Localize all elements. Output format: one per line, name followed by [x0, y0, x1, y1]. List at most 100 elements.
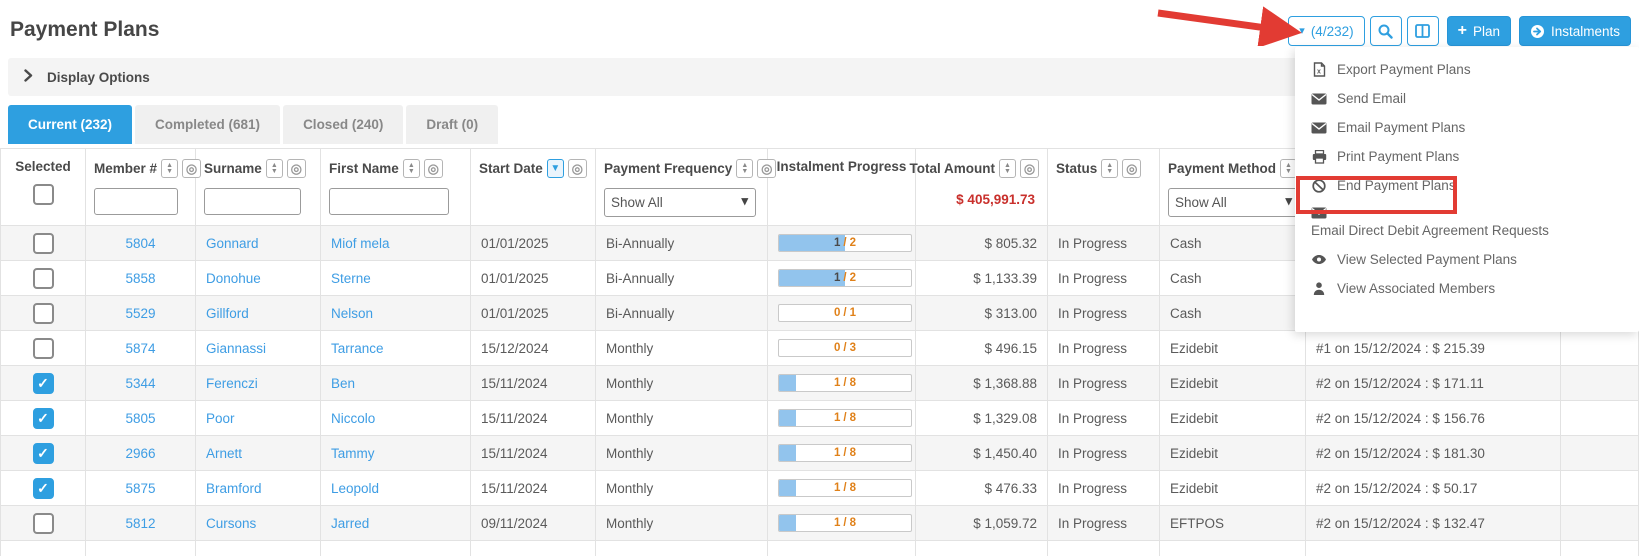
payment-frequency-cell: Bi-Annually — [595, 295, 768, 331]
menu-item-send-email[interactable]: Send Email — [1295, 84, 1639, 113]
filter-options-icon[interactable]: ◎ — [757, 159, 777, 178]
row-checkbox[interactable] — [32, 302, 54, 324]
select-all-checkbox[interactable] — [32, 184, 54, 205]
chevron-right-icon — [24, 69, 33, 85]
first-name-link[interactable]: Ben — [331, 375, 356, 391]
menu-item-label: View Associated Members — [1337, 281, 1496, 296]
member-link[interactable]: 5804 — [125, 235, 156, 251]
row-checkbox[interactable] — [32, 372, 54, 394]
progress-label: 0/1 — [833, 307, 856, 319]
first-name-link[interactable]: Sterne — [331, 270, 371, 286]
tab-closed-240[interactable]: Closed (240) — [283, 105, 404, 144]
tab-current-232[interactable]: Current (232) — [8, 105, 133, 144]
table-cell — [1560, 540, 1639, 556]
columns-button[interactable] — [1406, 16, 1439, 46]
first-name-link[interactable]: Nelson — [331, 305, 374, 321]
row-checkbox[interactable] — [32, 267, 54, 289]
first-name-link[interactable]: Leopold — [331, 480, 380, 496]
sort-icon[interactable]: ▲ ▼ — [999, 159, 1016, 178]
sort-icon[interactable]: ▲ ▼ — [402, 159, 420, 178]
progress-bar-fill — [779, 410, 796, 426]
progress-bar: 1/8 — [778, 444, 912, 462]
sort-descending-icon[interactable]: ▼ — [546, 159, 564, 178]
surname-link[interactable]: Donohue — [206, 270, 261, 286]
surname-filter-input[interactable] — [204, 188, 302, 215]
payment-frequency-cell: Bi-Annually — [595, 225, 768, 261]
menu-item-print-payment-plans[interactable]: Print Payment Plans — [1295, 142, 1639, 171]
menu-item-email-payment-plans[interactable]: Email Payment Plans — [1295, 113, 1639, 142]
instalment-progress-cell: 1/8 — [767, 400, 916, 436]
payment-plans-table: Selected Member # ▲ ▼ ◎ Surname ▲ ▼ ◎ — [0, 148, 1639, 556]
filter-options-icon[interactable]: ◎ — [567, 159, 587, 178]
member-link[interactable]: 5805 — [125, 410, 156, 426]
instalments-button[interactable]: Instalments — [1518, 16, 1631, 46]
tab-draft-0[interactable]: Draft (0) — [406, 105, 499, 144]
payment-method-filter-select[interactable]: Show All — [1168, 188, 1300, 217]
surname-link[interactable]: Bramford — [206, 480, 262, 496]
row-checkbox[interactable] — [32, 512, 54, 534]
member-link[interactable]: 5344 — [125, 375, 156, 391]
surname-link[interactable]: Ferenczi — [206, 375, 258, 391]
svg-text:x: x — [1317, 69, 1321, 76]
filter-options-icon[interactable]: ◎ — [423, 159, 443, 178]
status-cell: In Progress — [1047, 330, 1160, 366]
first-name-link[interactable]: Tammy — [331, 445, 375, 461]
sort-icon[interactable]: ▲ ▼ — [1101, 159, 1119, 178]
surname-link[interactable]: Gonnard — [206, 235, 259, 251]
first-name-link[interactable]: Tarrance — [331, 340, 384, 356]
progress-bar-fill — [779, 375, 796, 391]
first-name-link-cell: Leopold — [320, 470, 471, 506]
first-name-filter-input[interactable] — [329, 188, 449, 215]
payment-method-cell: Ezidebit — [1159, 435, 1306, 471]
progress-bar-fill — [779, 270, 845, 286]
row-checkbox[interactable] — [32, 337, 54, 359]
menu-item-label: End Payment Plans — [1337, 178, 1456, 193]
filter-options-icon[interactable]: ◎ — [1122, 159, 1142, 178]
first-name-link[interactable]: Jarred — [331, 515, 370, 531]
row-checkbox[interactable] — [32, 232, 54, 254]
progress-bar: 0/1 — [778, 304, 912, 322]
menu-item-export-payment-plans[interactable]: x Export Payment Plans — [1295, 55, 1639, 84]
menu-item-end-payment-plans[interactable]: End Payment Plans — [1295, 171, 1639, 200]
add-plan-button[interactable]: + Plan — [1446, 16, 1511, 46]
file-excel-icon: x — [1311, 62, 1327, 77]
progress-label: 1/8 — [833, 482, 856, 494]
member-link[interactable]: 5529 — [125, 305, 156, 321]
sort-icon[interactable]: ▲ ▼ — [736, 159, 754, 178]
surname-link[interactable]: Poor — [206, 410, 235, 426]
first-name-link[interactable]: Niccolo — [331, 410, 376, 426]
surname-link[interactable]: Gillford — [206, 305, 249, 321]
sort-icon[interactable]: ▲ ▼ — [265, 159, 283, 178]
surname-link[interactable]: Cursons — [206, 515, 257, 531]
filter-options-icon[interactable]: ◎ — [182, 159, 202, 178]
total-amount-cell: $ 476.33 — [915, 470, 1048, 506]
menu-item-email-direct-debit-agreement-requests[interactable]: Email Direct Debit Agreement Requests — [1295, 200, 1639, 245]
search-button[interactable] — [1369, 16, 1402, 46]
member-filter-input[interactable] — [94, 188, 178, 215]
row-checkbox[interactable] — [32, 407, 54, 429]
menu-item-view-associated-members[interactable]: View Associated Members — [1295, 274, 1639, 303]
table-row: 5874 Giannassi Tarrance 15/12/2024 Monthly 0/… — [0, 330, 1639, 366]
member-link[interactable]: 5812 — [125, 515, 156, 531]
tab-completed-681[interactable]: Completed (681) — [135, 105, 281, 144]
surname-link[interactable]: Arnett — [206, 445, 243, 461]
first-name-link-cell: Jarred — [320, 505, 471, 541]
total-amount-cell: $ 1,329.08 — [915, 400, 1048, 436]
menu-item-label: View Selected Payment Plans — [1337, 252, 1517, 267]
filter-options-icon[interactable]: ◎ — [286, 159, 306, 178]
sort-icon[interactable]: ▲ ▼ — [161, 159, 179, 178]
member-link[interactable]: 5858 — [125, 270, 156, 286]
member-link[interactable]: 5874 — [125, 340, 156, 356]
filter-options-icon[interactable]: ◎ — [1020, 159, 1039, 178]
menu-item-view-selected-payment-plans[interactable]: View Selected Payment Plans — [1295, 245, 1639, 274]
row-checkbox[interactable] — [32, 477, 54, 499]
row-checkbox[interactable] — [32, 442, 54, 464]
payment-frequency-filter-select[interactable]: Show All — [604, 188, 756, 217]
member-link[interactable]: 2966 — [125, 445, 156, 461]
table-row — [0, 540, 1639, 556]
selected-count-dropdown-button[interactable]: ▾ (4/232) — [1288, 16, 1365, 46]
col-header-start-date: Start Date ▼ ◎ — [470, 148, 596, 226]
member-link[interactable]: 5875 — [125, 480, 156, 496]
surname-link[interactable]: Giannassi — [206, 340, 267, 356]
first-name-link[interactable]: Miof mela — [331, 235, 390, 251]
